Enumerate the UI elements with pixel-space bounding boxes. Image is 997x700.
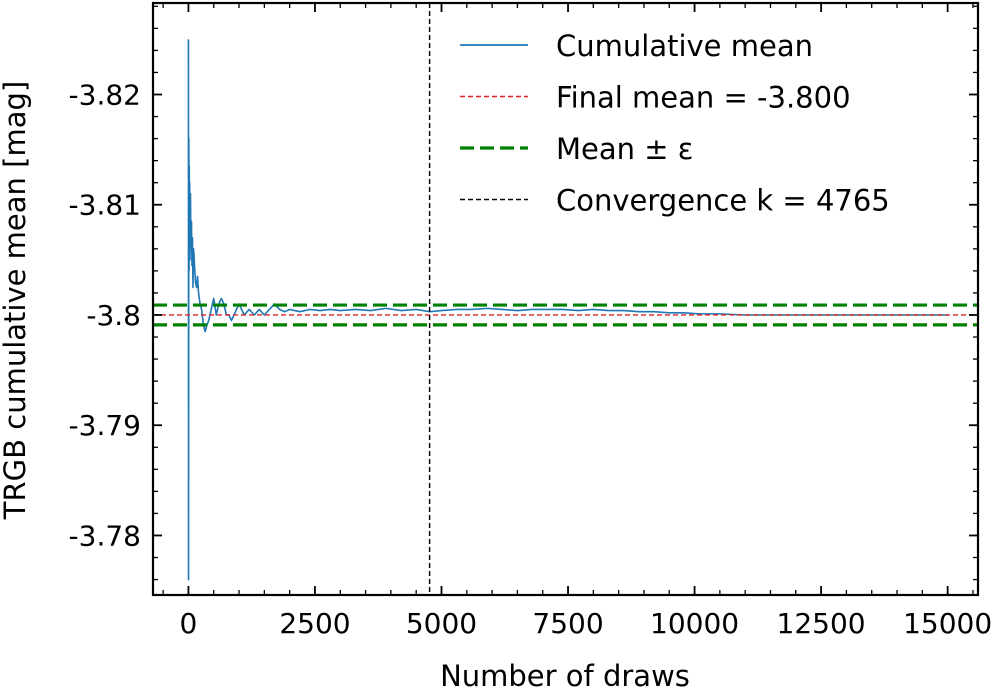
y-tick-label: -3.8 [86,299,141,332]
x-tick-label: 5000 [406,607,477,640]
legend-label: Final mean = -3.800 [556,81,851,115]
legend: Cumulative mean Final mean = -3.800 Mean ±… [460,29,890,218]
x-tick-label: 2500 [279,607,350,640]
x-tick-label: 10000 [650,607,739,640]
x-tick-label: 15000 [903,607,992,640]
y-tick-label: -3.78 [69,519,141,552]
x-tick-label: 0 [180,607,198,640]
axes-frame [151,1,980,597]
x-axis-label: Number of draws [440,659,690,693]
series-line-0 [187,39,948,581]
legend-label: Convergence k = 4765 [556,184,890,218]
legend-label: Mean ± ε [556,132,693,166]
y-axis-label: TRGB cumulative mean [mag] [0,81,32,520]
y-tick-label: -3.81 [69,189,141,222]
y-tick-label: -3.79 [69,409,141,442]
plot-area [187,39,948,581]
y-tick-label: -3.82 [69,79,141,112]
legend-label: Cumulative mean [556,29,813,63]
x-tick-label: 12500 [777,607,866,640]
x-tick-label: 7500 [532,607,603,640]
